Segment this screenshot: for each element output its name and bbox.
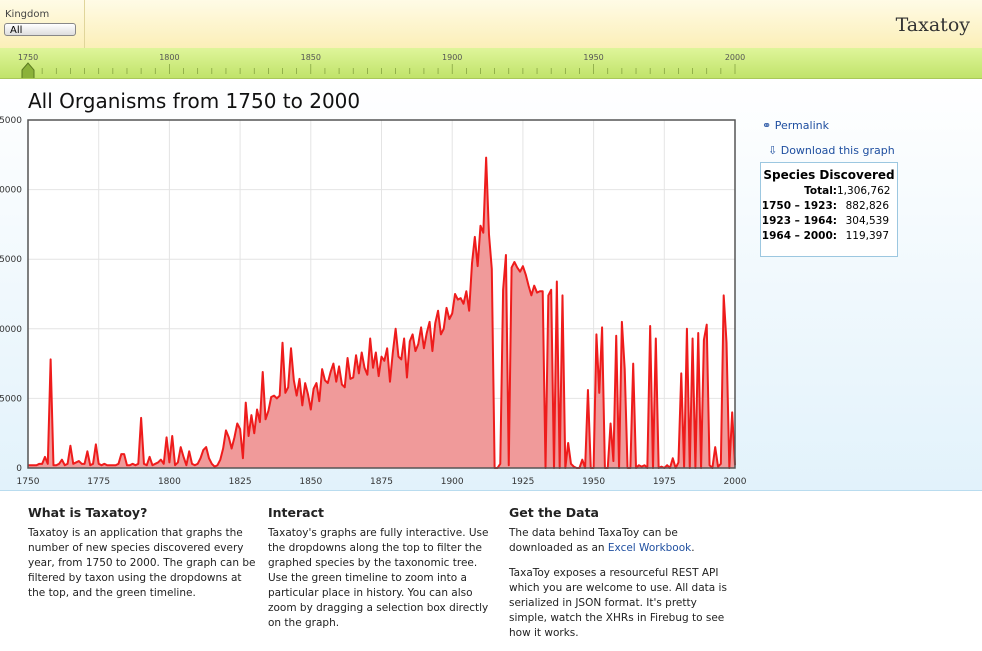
period-row: 1923 – 1964: 304,539 bbox=[761, 215, 897, 227]
period-label: 1750 – 1923: bbox=[761, 200, 837, 212]
rows: 1750 – 1923: 882,826 1923 – 1964: 304,539 19… bbox=[761, 200, 897, 242]
kingdom-label: Kingdom bbox=[5, 9, 50, 20]
column-title: Interact bbox=[268, 505, 324, 520]
timeline-label: 1800 bbox=[159, 53, 179, 62]
timeline-label: 2000 bbox=[725, 53, 745, 62]
species-box: Species Discovered Total: 1,306,762 1750 … bbox=[760, 162, 898, 257]
timeline-label: 1950 bbox=[583, 53, 603, 62]
x-tick-label: 1850 bbox=[299, 477, 322, 487]
kingdom-filter: Kingdom All bbox=[0, 0, 85, 48]
period-label: 1964 – 2000: bbox=[761, 230, 837, 242]
x-tick-label: 2000 bbox=[724, 477, 747, 487]
text: . bbox=[691, 542, 695, 554]
x-tick-label: 1925 bbox=[511, 477, 534, 487]
y-tick-label: 10000 bbox=[0, 325, 22, 335]
footer-column: Interact Taxatoy's graphs are fully inte… bbox=[268, 505, 496, 641]
kingdom-select[interactable]: All bbox=[4, 23, 76, 36]
chart-title: All Organisms from 1750 to 2000 bbox=[28, 89, 361, 113]
column-title: What is Taxatoy? bbox=[28, 505, 148, 520]
y-tick-label: 25000 bbox=[0, 116, 22, 126]
timeline-handle[interactable] bbox=[21, 62, 35, 79]
y-tick-label: 0 bbox=[16, 464, 22, 474]
x-tick-label: 1800 bbox=[158, 477, 181, 487]
y-tick-label: 5000 bbox=[0, 394, 22, 404]
permalink-text[interactable]: Permalink bbox=[774, 119, 829, 132]
total-row: Total: 1,306,762 bbox=[761, 185, 897, 197]
logo[interactable]: Taxatoy bbox=[895, 14, 970, 36]
total-value: 1,306,762 bbox=[837, 185, 891, 197]
column-title: Get the Data bbox=[509, 505, 599, 520]
x-tick-label: 1875 bbox=[370, 477, 393, 487]
timeline-label: 1900 bbox=[442, 53, 462, 62]
download-text[interactable]: Download this graph bbox=[780, 144, 895, 157]
column-text: TaxaToy exposes a resourceful REST API w… bbox=[509, 567, 727, 639]
text: The data behind TaxaToy can be downloade… bbox=[509, 527, 678, 554]
column-text: Taxatoy's graphs are fully interactive. … bbox=[268, 527, 489, 629]
period-value: 882,826 bbox=[845, 200, 889, 212]
column-text: Taxatoy is an application that graphs th… bbox=[28, 527, 256, 599]
period-row: 1750 – 1923: 882,826 bbox=[761, 200, 897, 212]
line bbox=[28, 156, 736, 469]
footer-column: What is Taxatoy? Taxatoy is an applicati… bbox=[28, 505, 256, 611]
period-value: 119,397 bbox=[845, 230, 889, 242]
x-tick-label: 1825 bbox=[229, 477, 252, 487]
total-label: Total: bbox=[804, 185, 837, 197]
period-value: 304,539 bbox=[845, 215, 889, 227]
permalink[interactable]: ⚭ Permalink bbox=[762, 119, 829, 132]
x-tick-label: 1950 bbox=[582, 477, 605, 487]
download[interactable]: ⇩ Download this graph bbox=[768, 144, 895, 157]
x-tick-label: 1900 bbox=[441, 477, 464, 487]
period-label: 1923 – 1964: bbox=[761, 215, 837, 227]
plot-border bbox=[27, 119, 736, 469]
y-tick-label: 15000 bbox=[0, 255, 22, 265]
box-title: Species Discovered bbox=[763, 168, 895, 182]
column-text: The data behind TaxaToy can be downloade… bbox=[509, 526, 737, 556]
footer-column: Get the Data The data behind TaxaToy can… bbox=[509, 505, 737, 651]
header: Kingdom All Taxatoy bbox=[0, 0, 982, 49]
timeline-label: 1750 bbox=[18, 53, 38, 62]
x-tick-label: 1975 bbox=[653, 477, 676, 487]
excel-link[interactable]: Excel Workbook bbox=[607, 542, 692, 554]
timeline-label: 1850 bbox=[301, 53, 321, 62]
period-row: 1964 – 2000: 119,397 bbox=[761, 230, 897, 242]
timeline[interactable]: 1750 1800 1850 1900 1950 2000 bbox=[0, 48, 982, 79]
x-tick-label: 1750 bbox=[17, 477, 40, 487]
x-tick-label: 1775 bbox=[87, 477, 110, 487]
